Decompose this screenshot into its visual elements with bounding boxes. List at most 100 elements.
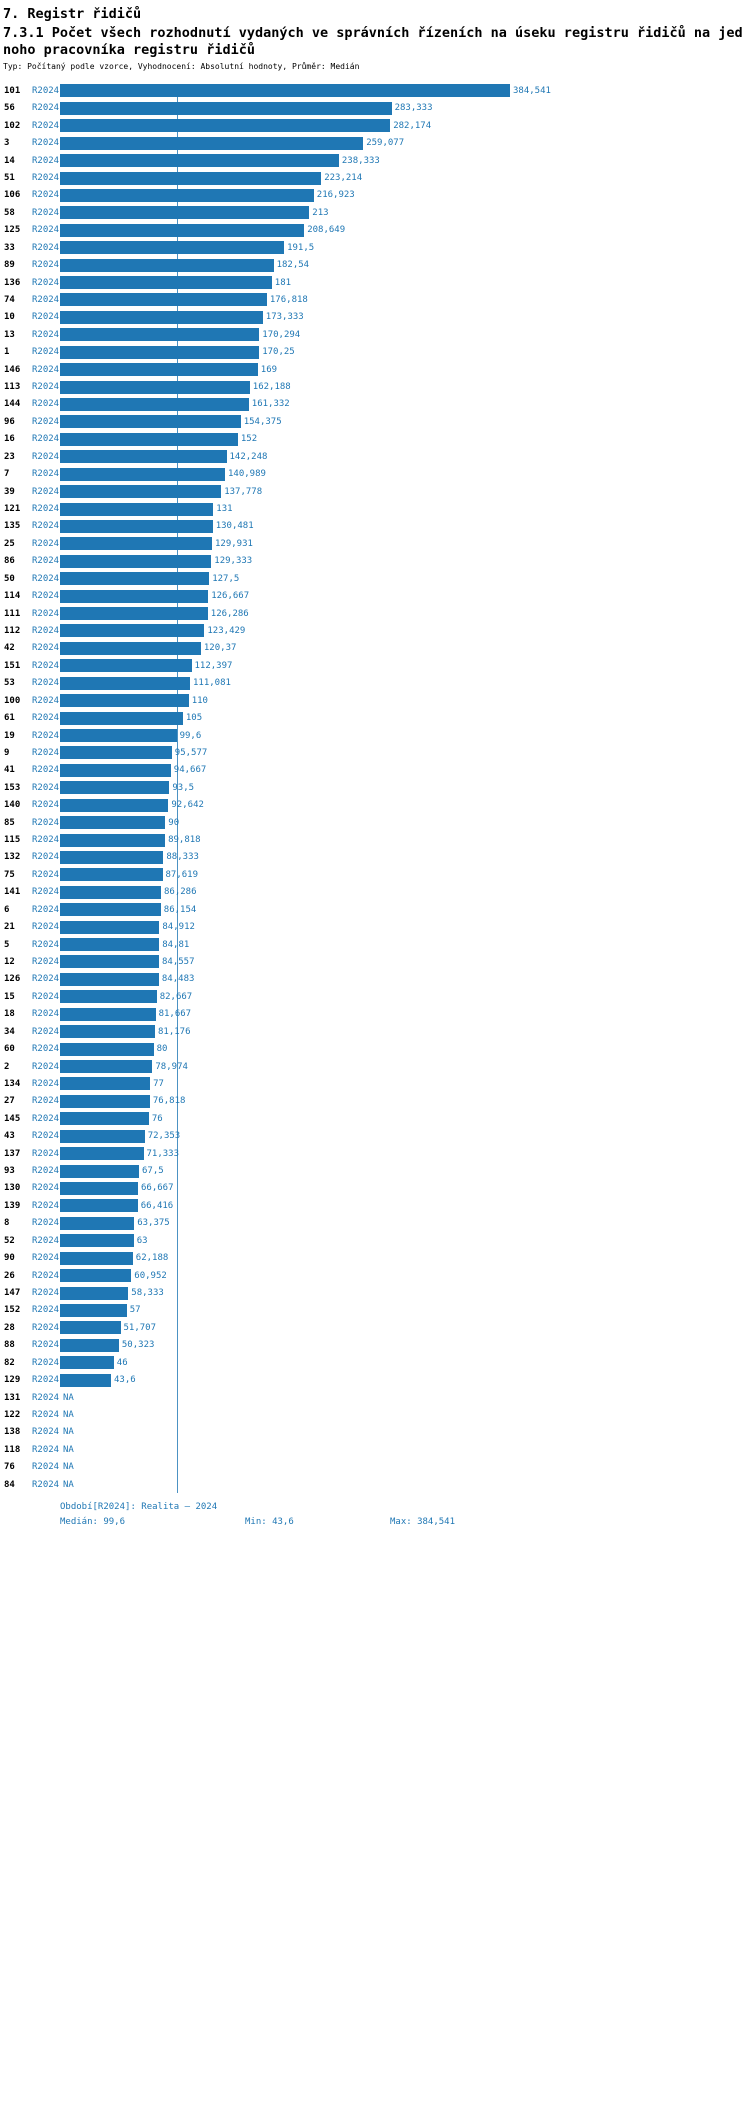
row-id: 121 <box>4 504 21 515</box>
row-id: 14 <box>4 155 15 166</box>
bar-area: 86,286 <box>60 885 750 899</box>
bar-row: 21 R2024 84,912 <box>0 918 750 935</box>
bar-value-label: 93,5 <box>172 782 195 793</box>
row-id: 138 <box>4 1427 21 1438</box>
bar-row: 28 R2024 51,707 <box>0 1319 750 1336</box>
row-period-label: R2024 <box>32 329 60 340</box>
row-id: 139 <box>4 1200 21 1211</box>
bar-row: 134 R2024 77 <box>0 1075 750 1092</box>
bar-row: 2 R2024 78,974 <box>0 1058 750 1075</box>
row-period-label: R2024 <box>32 260 60 271</box>
bar-row: 41 R2024 94,667 <box>0 762 750 779</box>
row-period-label: R2024 <box>32 1444 60 1455</box>
bar-value-label: 60,952 <box>134 1270 167 1281</box>
row-period-label: R2024 <box>32 1183 60 1194</box>
row-id: 16 <box>4 434 15 445</box>
row-id: 84 <box>4 1479 15 1490</box>
row-id: 1 <box>4 347 10 358</box>
bar <box>60 119 391 133</box>
bar-row: 96 R2024 154,375 <box>0 413 750 430</box>
bar-area: 57 <box>60 1303 750 1317</box>
row-period-label: R2024 <box>32 190 60 201</box>
row-id: 146 <box>4 364 21 375</box>
bar-value-label: 76,818 <box>152 1096 186 1107</box>
bar-row: 145 R2024 76 <box>0 1110 750 1127</box>
bar-row: 33 R2024 191,5 <box>0 239 750 256</box>
bar-area: 191,5 <box>60 241 750 255</box>
row-id: 75 <box>4 869 15 880</box>
bar-value-label: 62,188 <box>135 1253 169 1264</box>
bar <box>60 293 267 307</box>
bar-area: 170,294 <box>60 328 750 342</box>
bar <box>60 1269 132 1283</box>
row-id: 76 <box>4 1462 15 1473</box>
row-id: 56 <box>4 103 15 114</box>
bar-area: 154,375 <box>60 415 750 429</box>
row-id: 102 <box>4 120 21 131</box>
bar-value-label: NA <box>63 1427 74 1438</box>
bar-value-label: 208,649 <box>307 225 346 236</box>
bar-area: 99,6 <box>60 729 750 742</box>
row-id: 42 <box>4 643 15 654</box>
bar-value-label: 84,912 <box>162 922 195 933</box>
bar-row: 140 R2024 92,642 <box>0 796 750 813</box>
bar-value-label: NA <box>63 1444 74 1455</box>
bar-row: 13 R2024 170,294 <box>0 326 750 343</box>
bar <box>60 1164 139 1178</box>
bar-area: 50,323 <box>60 1338 750 1352</box>
bar-row: 139 R2024 66,416 <box>0 1197 750 1214</box>
row-period-label: R2024 <box>32 207 60 218</box>
bar-row: 153 R2024 93,5 <box>0 779 750 796</box>
bar-value-label: 78,974 <box>155 1061 188 1072</box>
bar-value-label: 282,174 <box>393 120 432 131</box>
bar-value-label: 127,5 <box>212 573 240 584</box>
row-id: 25 <box>4 538 15 549</box>
bar-area: 84,483 <box>60 972 750 986</box>
bar-area: 282,174 <box>60 119 750 133</box>
row-id: 39 <box>4 486 15 497</box>
row-period-label: R2024 <box>32 1409 60 1420</box>
bar-row: 112 R2024 123,429 <box>0 622 750 639</box>
bar-area: 384,541 <box>60 84 750 98</box>
bar <box>60 781 170 795</box>
bar-value-label: 71,333 <box>146 1148 180 1159</box>
row-id: 33 <box>4 242 15 253</box>
bar-area: 131 <box>60 502 750 516</box>
bar-value-label: 170,25 <box>262 347 295 358</box>
bar-value-label: 259,077 <box>366 138 405 149</box>
bar <box>60 711 183 725</box>
bar <box>60 432 238 446</box>
bar-row: 131 R2024 NA <box>0 1389 750 1406</box>
bar <box>60 572 210 586</box>
bar <box>60 84 510 98</box>
row-id: 89 <box>4 260 15 271</box>
bar-value-label: NA <box>63 1409 74 1420</box>
bar <box>60 903 161 917</box>
bar-value-label: 51,707 <box>123 1322 157 1333</box>
row-period-label: R2024 <box>32 1009 60 1020</box>
row-id: 113 <box>4 382 21 393</box>
bar-row: 5 R2024 84,81 <box>0 936 750 953</box>
bar <box>60 258 274 272</box>
bar-row: 19 R2024 99,6 <box>0 727 750 744</box>
row-id: 101 <box>4 85 21 96</box>
row-id: 125 <box>4 225 21 236</box>
bar <box>60 206 310 220</box>
row-period-label: R2024 <box>32 1078 60 1089</box>
bar-area: 129,333 <box>60 554 750 568</box>
bar-value-label: 90 <box>168 817 180 828</box>
bar-area: 213 <box>60 206 750 220</box>
row-period-label: R2024 <box>32 434 60 445</box>
bar-area: 81,667 <box>60 1007 750 1021</box>
bar-row: 89 R2024 182,54 <box>0 256 750 273</box>
row-id: 8 <box>4 1218 10 1229</box>
row-period-label: R2024 <box>32 1235 60 1246</box>
bar-area: 71,333 <box>60 1147 750 1161</box>
bar-value-label: 92,642 <box>171 800 204 811</box>
bar-area: 81,176 <box>60 1025 750 1039</box>
bar-value-label: NA <box>63 1392 74 1403</box>
row-id: 27 <box>4 1096 15 1107</box>
bar-row: 10 R2024 173,333 <box>0 309 750 326</box>
row-id: 132 <box>4 852 21 863</box>
